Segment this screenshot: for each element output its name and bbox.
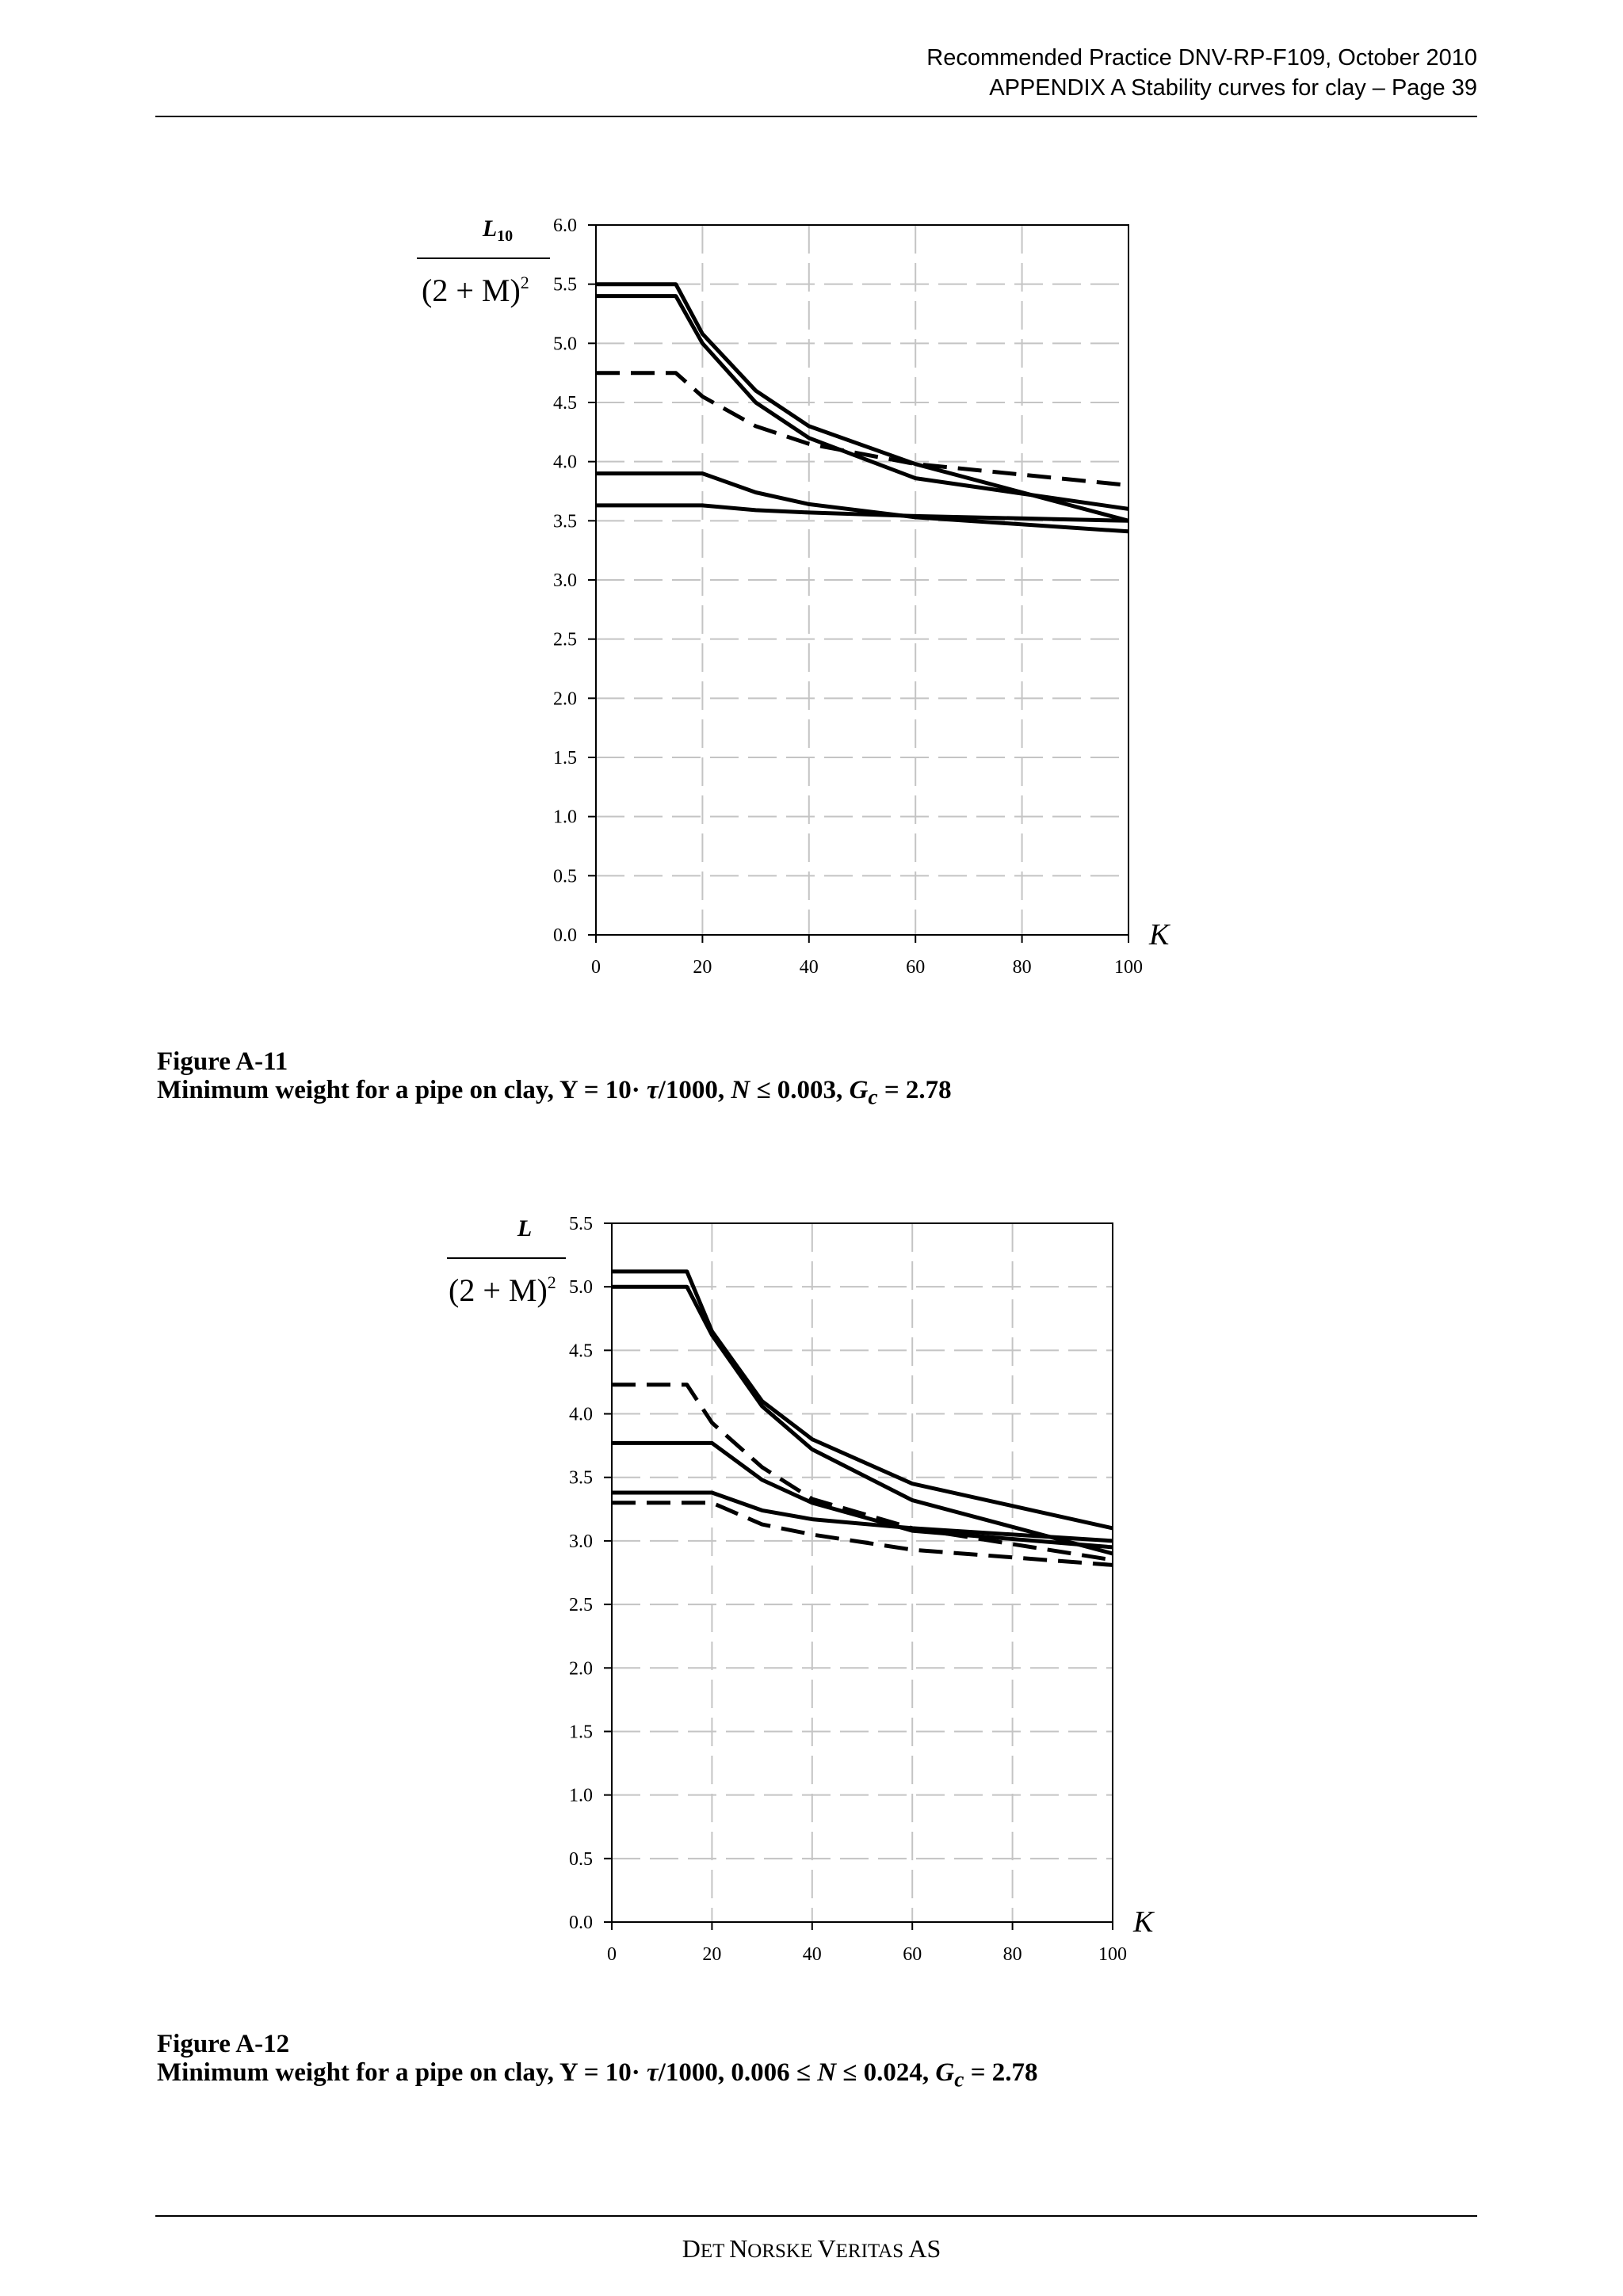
- a11-xtick-label-4: 80: [1013, 957, 1032, 978]
- a12-ytick-label-3: 1.5: [569, 1722, 593, 1742]
- figure-a12-chart: 0.0 0.5 1.0 1.5 2.0 2.5 3.0 3.5 4.0 4.5 5.0 5.5 0 20 4…: [447, 1214, 1155, 1965]
- a12-ytick-label-6: 3.0: [569, 1531, 593, 1552]
- a12-series-5: [612, 1490, 1113, 1543]
- header-line-2: APPENDIX A Stability curves for clay – P…: [989, 75, 1477, 101]
- a11-ytick-label-11: 5.5: [553, 275, 577, 296]
- a12-ytick-label-4: 2.0: [569, 1658, 593, 1679]
- a11-ylabel-denominator: (2 + M)2: [422, 273, 529, 308]
- a11-ytick-label-2: 1.0: [553, 807, 577, 828]
- figure-a12-title: Figure A-12: [157, 2030, 290, 2058]
- a11-ytick-label-5: 2.5: [553, 630, 577, 650]
- a11-ytick-label-3: 1.5: [553, 748, 577, 769]
- a12-ytick-label-1: 0.5: [569, 1849, 593, 1870]
- a12-xlabel: K: [1132, 1905, 1155, 1939]
- a11-ytick-label-6: 3.0: [553, 570, 577, 591]
- a12-ytick-label-11: 5.5: [569, 1214, 593, 1234]
- a12-series-2: [612, 1284, 1113, 1556]
- a12-ytick-label-8: 4.0: [569, 1405, 593, 1425]
- a12-ytick-label-2: 1.0: [569, 1786, 593, 1806]
- a12-ytick-label-0: 0.0: [569, 1913, 593, 1933]
- a12-ytick-label-5: 2.5: [569, 1595, 593, 1615]
- a11-ytick-label-9: 4.5: [553, 393, 577, 414]
- a11-series-5: [596, 503, 1129, 523]
- a11-ytick-label-4: 2.0: [553, 688, 577, 709]
- figure-a11-title: Figure A-11: [157, 1047, 288, 1076]
- a12-series-4: [612, 1440, 1113, 1550]
- a12-ytick-label-10: 5.0: [569, 1277, 593, 1298]
- a11-xlabel: K: [1148, 918, 1170, 952]
- figure-a11-chart: 0.0 0.5 1.0 1.5 2.0 2.5 3.0 3.5 4.0 4.5 5.0 5.5 6.0 0…: [417, 215, 1170, 978]
- figure-a11-caption: Figure A-11 Minimum weight for a pipe on…: [157, 1047, 952, 1112]
- a12-plot-frame: [611, 1222, 1113, 1923]
- a11-series-1: [596, 282, 1129, 523]
- a11-ytick-label-1: 0.5: [553, 866, 577, 887]
- a12-series-1: [612, 1269, 1113, 1531]
- header-line-1: Recommended Practice DNV-RP-F109, Octobe…: [926, 45, 1477, 71]
- a12-xtick-label-0: 0: [607, 1944, 617, 1965]
- a11-xtick-label-1: 20: [693, 957, 712, 978]
- page-header: Recommended Practice DNV-RP-F109, Octobe…: [926, 43, 1477, 103]
- figure-a12-description: Minimum weight for a pipe on clay, Y = 1…: [157, 2058, 1038, 2092]
- figure-a12-caption: Figure A-12 Minimum weight for a pipe on…: [157, 2030, 1038, 2094]
- a11-ytick-label-7: 3.5: [553, 511, 577, 532]
- a11-ytick-label-8: 4.0: [553, 452, 577, 473]
- a11-ytick-label-0: 0.0: [553, 925, 577, 946]
- a11-ytick-label-10: 5.0: [553, 334, 577, 354]
- figure-a11-description: Minimum weight for a pipe on clay, Y = 1…: [157, 1076, 952, 1109]
- a12-series-6: [612, 1501, 1113, 1567]
- footer-rule: [155, 2215, 1477, 2217]
- a11-xtick-label-3: 60: [906, 957, 925, 978]
- a12-ylabel-denominator: (2 + M)2: [449, 1272, 556, 1308]
- a12-xtick-label-2: 40: [803, 1944, 822, 1965]
- a11-ytick-label-12: 6.0: [553, 215, 577, 236]
- a11-series-2: [596, 294, 1129, 511]
- a12-ylabel-numerator: L: [517, 1215, 532, 1241]
- a12-xtick-label-3: 60: [903, 1944, 922, 1965]
- page-footer: DET NORSKE VERITAS AS: [682, 2234, 941, 2263]
- header-rule: [155, 116, 1477, 117]
- a12-xtick-label-4: 80: [1003, 1944, 1022, 1965]
- a12-xtick-label-5: 100: [1098, 1944, 1127, 1965]
- a12-ytick-label-9: 4.5: [569, 1341, 593, 1361]
- a11-xtick-label-5: 100: [1114, 957, 1143, 978]
- a11-series-3: [596, 371, 1129, 487]
- a12-ytick-label-7: 3.5: [569, 1468, 593, 1489]
- a12-xtick-label-1: 20: [702, 1944, 721, 1965]
- a11-xtick-label-2: 40: [800, 957, 819, 978]
- a11-series-4: [596, 471, 1129, 534]
- a11-xtick-label-0: 0: [591, 957, 601, 978]
